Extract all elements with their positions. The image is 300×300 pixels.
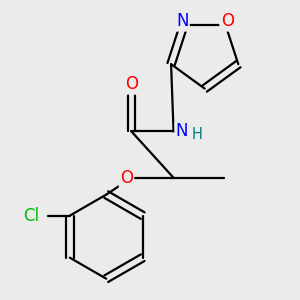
Text: N: N <box>176 122 188 140</box>
Text: N: N <box>176 12 188 30</box>
Text: O: O <box>220 12 234 30</box>
Text: O: O <box>120 169 133 187</box>
Text: Cl: Cl <box>23 207 39 225</box>
Text: H: H <box>192 128 203 142</box>
Text: O: O <box>125 75 138 93</box>
